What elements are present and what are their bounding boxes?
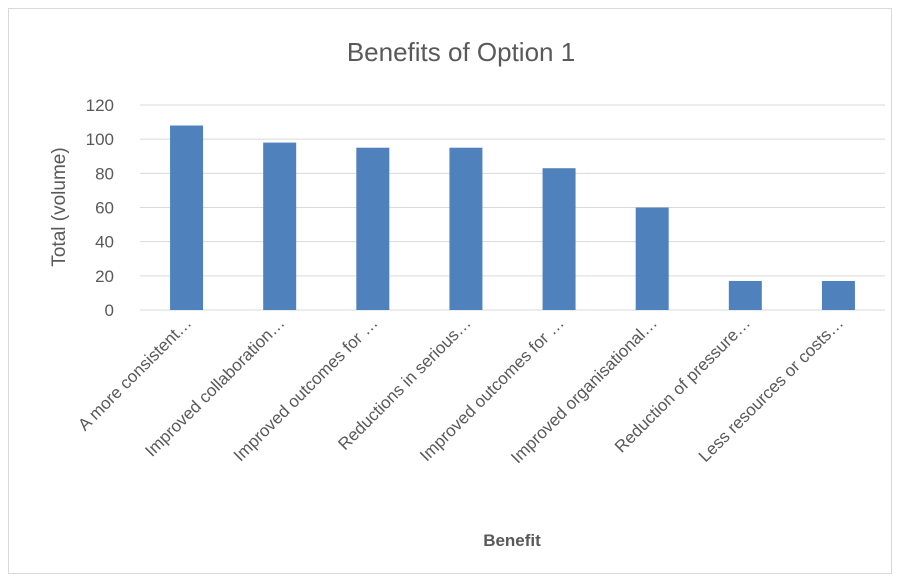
- bar: [728, 280, 762, 310]
- bars: [170, 125, 855, 310]
- y-tick-label: 120: [86, 96, 114, 115]
- y-tick-label: 60: [95, 199, 114, 218]
- y-axis-title: Total (volume): [49, 147, 70, 266]
- bar: [821, 280, 855, 310]
- bar: [170, 125, 204, 310]
- chart-title: Benefits of Option 1: [347, 37, 575, 67]
- y-tick-labels: 0 20 40 60 80 100 120: [86, 96, 114, 320]
- bar: [449, 147, 483, 310]
- x-tick-labels: A more consistent…Improved collaboration…: [74, 313, 847, 467]
- y-tick-label: 80: [95, 164, 114, 183]
- gridlines: [140, 104, 885, 311]
- y-tick-label: 20: [95, 267, 114, 286]
- bar: [263, 142, 297, 310]
- bar: [356, 147, 390, 310]
- x-axis-title: Benefit: [483, 531, 541, 550]
- bar: [635, 207, 669, 310]
- y-tick-label: 40: [95, 233, 114, 252]
- y-tick-label: 100: [86, 130, 114, 149]
- bar: [542, 168, 576, 310]
- y-tick-label: 0: [105, 301, 114, 320]
